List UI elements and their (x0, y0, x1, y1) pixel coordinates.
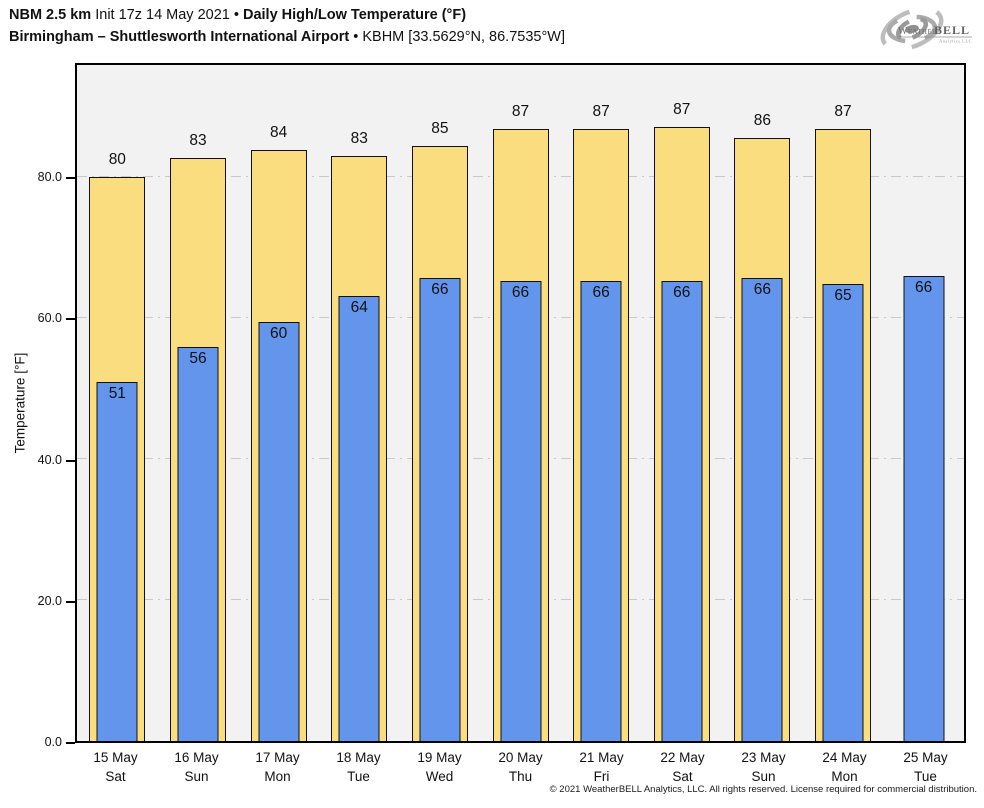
x-label-date: 15 May (93, 750, 138, 765)
low-temp-value: 60 (269, 324, 288, 342)
x-label-date: 23 May (741, 750, 786, 765)
x-label-date: 24 May (822, 750, 867, 765)
low-temp-bar: 66 (661, 280, 703, 741)
y-tick-mark (66, 459, 75, 462)
y-tick-label: 40.0 (37, 452, 62, 467)
x-label-day: Sun (751, 769, 776, 784)
low-temp-value: 66 (431, 280, 449, 298)
y-tick-label: 80.0 (37, 170, 62, 185)
logo-text-bell: BELL (934, 23, 970, 37)
x-tick-label: 22 May Sat (660, 748, 704, 786)
low-temp-value: 66 (915, 278, 933, 296)
product-name: Daily High/Low Temperature (°F) (242, 7, 467, 23)
high-temp-value: 85 (431, 119, 449, 137)
low-temp-value: 65 (834, 287, 852, 305)
x-tick-label: 16 May Sun (174, 748, 218, 786)
x-label-date: 21 May (579, 750, 624, 765)
y-tick-label: 20.0 (37, 593, 62, 608)
high-temp-value: 83 (350, 129, 368, 147)
x-label-date: 25 May (903, 750, 948, 765)
copyright-footer: © 2021 WeatherBELL Analytics, LLC. All r… (549, 784, 977, 795)
x-label-day: Tue (914, 769, 937, 784)
x-label-day: Fri (593, 769, 610, 784)
low-temp-bar: 51 (96, 382, 138, 741)
low-temp-bar: 66 (580, 280, 622, 741)
high-temp-value: 86 (753, 112, 772, 130)
x-label-day: Wed (425, 769, 454, 784)
y-tick-mark (66, 177, 75, 180)
x-label-date: 19 May (417, 750, 462, 765)
low-temp-value: 51 (108, 385, 126, 403)
low-temp-value: 66 (592, 283, 610, 301)
high-temp-value: 83 (189, 131, 207, 149)
high-temp-value: 84 (269, 123, 288, 141)
x-label-day: Mon (264, 769, 291, 784)
low-temp-value: 66 (753, 280, 772, 298)
x-label-day: Sun (184, 769, 209, 784)
y-tick-mark (66, 318, 75, 321)
station-name: Birmingham – Shuttlesworth International… (9, 29, 350, 45)
high-temp-value: 80 (108, 150, 126, 168)
x-tick-label: 23 May Sun (741, 748, 785, 786)
x-axis-labels: 15 May Sat 16 May Sun 17 May Mon 18 May Tue 19 M… (75, 748, 966, 792)
x-tick-label: 15 May Sat (93, 748, 137, 786)
x-label-day: Sat (105, 769, 126, 784)
model-name: NBM 2.5 km (9, 7, 92, 23)
low-temp-bar: 65 (822, 284, 864, 741)
low-temp-value: 66 (511, 283, 530, 301)
chart-title-line1: NBM 2.5 km Init 17z 14 May 2021 • Daily … (9, 4, 565, 26)
x-tick-label: 18 May Tue (336, 748, 380, 786)
logo-text-analytics: Analytics LLC (939, 39, 972, 44)
y-tick-mark (66, 742, 75, 744)
low-temp-bar: 66 (903, 275, 945, 741)
x-label-date: 17 May (255, 750, 300, 765)
x-label-day: Mon (831, 769, 858, 784)
y-tick-mark (66, 600, 75, 603)
x-label-date: 20 May (498, 750, 543, 765)
x-label-date: 16 May (174, 750, 219, 765)
high-temp-value: 87 (511, 102, 530, 120)
y-tick-label: 0.0 (44, 735, 62, 749)
hurricane-swirl-icon: Weather BELL Analytics LLC (880, 6, 972, 52)
low-temp-value: 56 (189, 350, 207, 368)
x-label-date: 22 May (660, 750, 705, 765)
x-label-day: Tue (347, 769, 370, 784)
low-temp-bar: 66 (419, 277, 461, 741)
high-temp-value: 87 (834, 102, 852, 120)
station-coordinates: • KBHM [33.5629°N, 86.7535°W] (349, 29, 565, 45)
low-temp-bar: 60 (258, 321, 300, 741)
x-tick-label: 17 May Mon (255, 748, 299, 786)
low-temp-bar: 66 (500, 280, 541, 741)
plot-area: 80 51 83 56 84 60 83 64 85 66 87 66 87 66 87 66 86 66 87 65… (75, 63, 966, 743)
x-tick-label: 25 May Tue (903, 748, 947, 786)
chart-title-line2: Birmingham – Shuttlesworth International… (9, 26, 565, 48)
y-axis-title: Temperature [°F] (12, 352, 28, 454)
x-tick-label: 19 May Wed (417, 748, 461, 786)
x-tick-label: 21 May Fri (579, 748, 623, 786)
low-temp-value: 66 (673, 283, 691, 301)
init-time: Init 17z 14 May 2021 • (91, 7, 243, 23)
logo-text-weather: Weather (898, 26, 937, 37)
low-temp-bar: 64 (338, 295, 380, 741)
x-label-day: Sat (672, 769, 693, 784)
low-temp-bar: 56 (177, 347, 219, 741)
low-temp-bar: 66 (741, 277, 783, 741)
low-temp-value: 64 (350, 298, 368, 316)
y-tick-label: 60.0 (37, 311, 62, 326)
high-temp-value: 87 (592, 102, 610, 120)
high-temp-value: 87 (673, 100, 691, 118)
chart-header: NBM 2.5 km Init 17z 14 May 2021 • Daily … (9, 4, 565, 48)
weatherbell-logo: Weather BELL Analytics LLC (872, 3, 976, 57)
x-tick-label: 24 May Mon (822, 748, 866, 786)
x-tick-label: 20 May Thu (498, 748, 542, 786)
x-label-date: 18 May (336, 750, 381, 765)
x-label-day: Thu (508, 769, 533, 784)
